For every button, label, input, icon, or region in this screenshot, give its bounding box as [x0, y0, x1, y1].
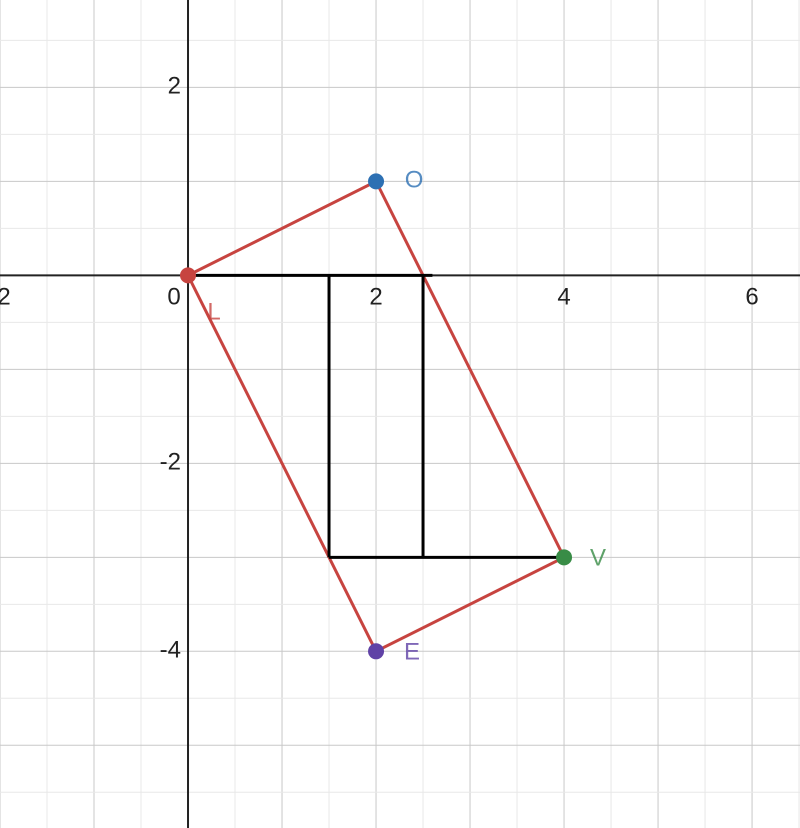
y-tick-label: -4 — [160, 637, 181, 664]
x-tick-label: 0 — [167, 284, 180, 311]
point-label: O — [405, 167, 424, 194]
point — [368, 173, 385, 190]
point-label: E — [404, 639, 420, 666]
y-tick-label: -6 — [160, 825, 181, 828]
point — [368, 643, 385, 660]
point — [556, 549, 573, 566]
x-tick-label: -2 — [0, 284, 11, 311]
point-label: V — [590, 545, 606, 572]
x-tick-label: 2 — [369, 284, 382, 311]
point — [180, 267, 197, 284]
point-label: L — [207, 299, 220, 326]
x-tick-label: 6 — [745, 284, 758, 311]
y-tick-label: -2 — [160, 449, 181, 476]
x-tick-label: 4 — [557, 284, 570, 311]
y-tick-label: 2 — [168, 73, 181, 100]
